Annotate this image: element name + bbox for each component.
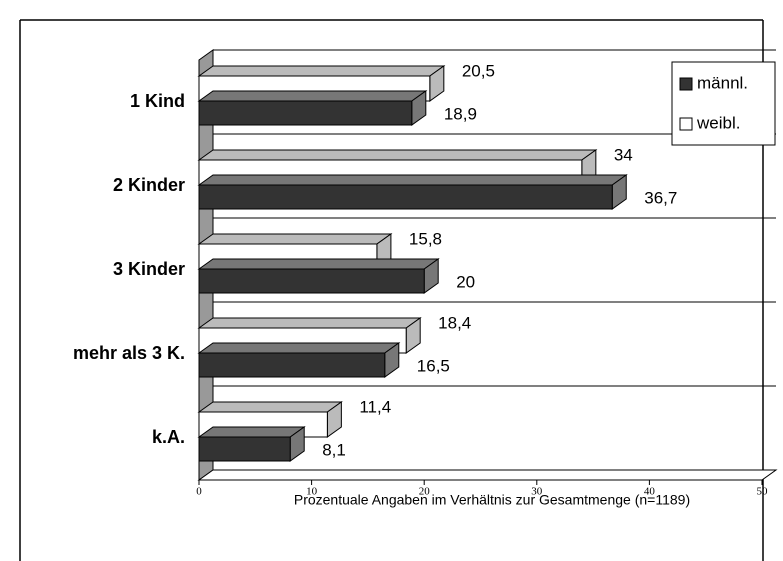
value-label: 18,9: [444, 104, 477, 123]
legend-label: männl.: [697, 73, 748, 92]
bar-face: [197, 233, 393, 245]
bar-face: [197, 342, 401, 354]
value-label: 36,7: [644, 188, 677, 207]
legend-label: weibl.: [696, 113, 740, 132]
bar-face: [198, 436, 291, 462]
x-tick-label: 20: [419, 486, 431, 498]
value-label: 11,4: [359, 397, 391, 416]
category-label: 1 Kind: [130, 91, 185, 111]
value-label: 34: [614, 145, 633, 164]
bar-face: [198, 184, 613, 210]
value-label: 20: [456, 272, 475, 291]
x-tick-label: 50: [757, 486, 769, 498]
bar-face: [197, 174, 628, 186]
bar: [197, 174, 628, 210]
x-tick-label: 0: [196, 486, 202, 498]
value-label: 8,1: [322, 440, 346, 459]
floor: [197, 469, 778, 481]
value-label: 20,5: [462, 61, 495, 80]
category-label: mehr als 3 K.: [73, 343, 185, 363]
x-tick-label: 10: [306, 486, 318, 498]
legend-box: [671, 61, 776, 146]
bar: [197, 90, 428, 126]
bar-face: [197, 258, 440, 270]
value-label: 16,5: [417, 356, 450, 375]
category-label: 3 Kinder: [113, 259, 185, 279]
bar: [197, 342, 401, 378]
legend-swatch: [679, 117, 693, 131]
bar-face: [197, 401, 343, 413]
x-tick-label: 40: [644, 486, 656, 498]
x-tick-label: 30: [531, 486, 543, 498]
bar-face: [197, 90, 428, 102]
x-axis-title: Prozentuale Angaben im Verhältnis zur Ge…: [294, 492, 690, 508]
bar: [197, 426, 306, 462]
value-label: 15,8: [409, 229, 442, 248]
legend-swatch: [679, 77, 693, 91]
bar-face: [198, 100, 413, 126]
bar-face: [197, 317, 422, 329]
bar-face: [197, 65, 446, 77]
bar-face: [198, 268, 425, 294]
bar-face: [197, 426, 306, 438]
bar-face: [197, 149, 598, 161]
category-label: k.A.: [152, 427, 185, 447]
value-label: 18,4: [438, 313, 471, 332]
bar-face: [198, 352, 386, 378]
category-label: 2 Kinder: [113, 175, 185, 195]
bar: [197, 258, 440, 294]
